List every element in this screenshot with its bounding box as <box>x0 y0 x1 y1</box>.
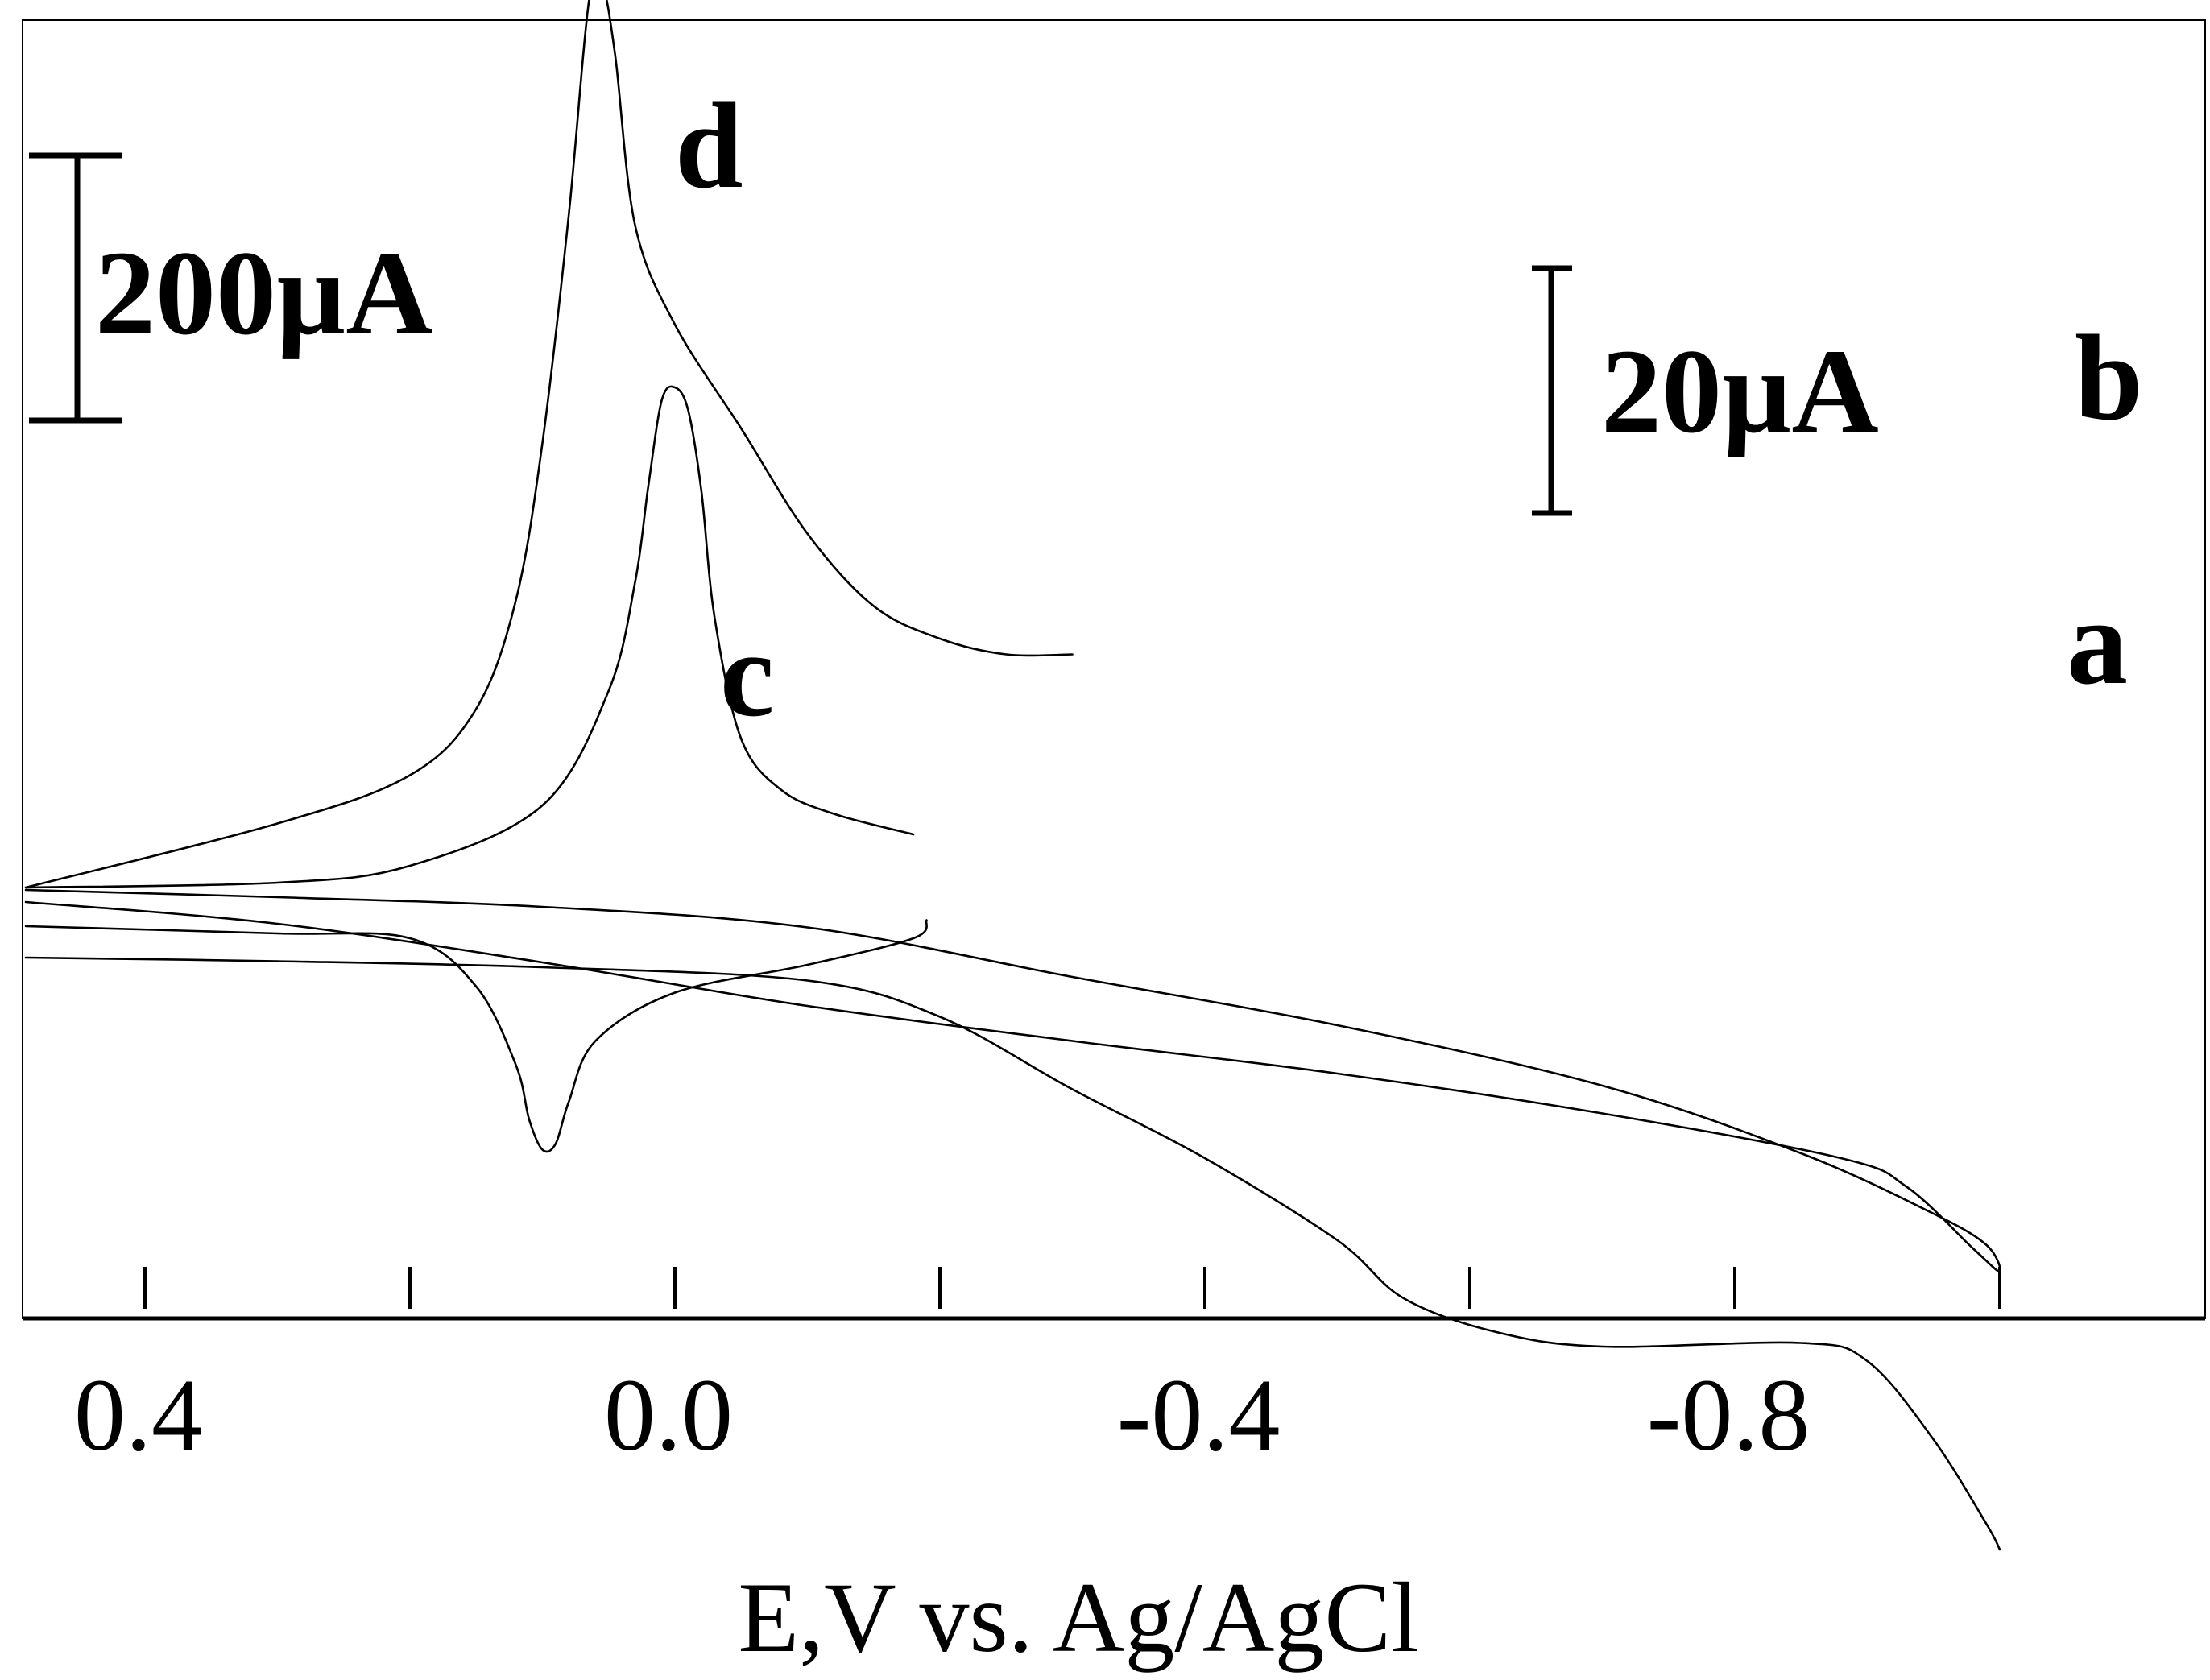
curve-b <box>24 956 2001 1551</box>
curve-d <box>24 0 1074 889</box>
x-tick-label: -0.4 <box>1117 1358 1281 1472</box>
curve-label-c: c <box>720 606 774 742</box>
curve-label-d: d <box>675 78 743 213</box>
scale-bar-200-label: 200µA <box>95 226 433 360</box>
x-tick-label: 0.4 <box>74 1358 203 1472</box>
curve-a <box>24 888 2001 1273</box>
curve-label-b: b <box>2075 310 2143 445</box>
curve-c-cathodic <box>24 919 928 1153</box>
x-axis-title: E,V vs. Ag/AgCl <box>738 1562 1418 1673</box>
x-tick-labels: 0.4 0.0 -0.4 -0.8 <box>74 1358 1810 1472</box>
x-ticks <box>143 1267 2001 1309</box>
curves <box>24 0 2001 1551</box>
scale-bar-20-label: 20µA <box>1601 325 1879 458</box>
curve-label-a: a <box>2067 574 2128 710</box>
x-tick-label: -0.8 <box>1647 1358 1811 1472</box>
scale-bar-20: 20µA <box>1532 265 1879 516</box>
x-tick-label: 0.0 <box>604 1358 733 1472</box>
plot-frame <box>22 19 2206 1319</box>
scale-bar-200: 200µA <box>29 152 433 424</box>
curve-c <box>24 385 915 889</box>
